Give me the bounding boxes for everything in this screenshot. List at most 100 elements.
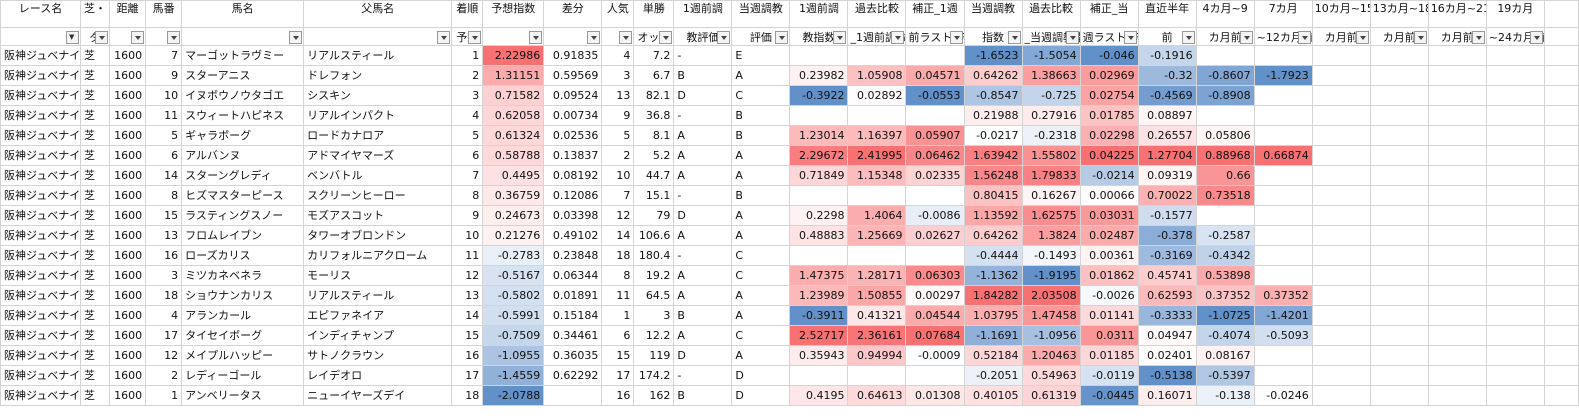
cell[interactable]: 1 [451,45,484,66]
cell[interactable]: 0.04225 [1079,145,1139,166]
filter-dropdown-icon[interactable] [775,31,789,44]
cell[interactable]: -0.4444 [963,245,1023,266]
cell[interactable]: モズアスコット [303,205,453,226]
cell[interactable]: 16 [601,385,635,406]
cell[interactable] [1427,205,1487,226]
cell[interactable] [1311,45,1371,66]
cell[interactable]: 14 [601,225,635,246]
cell[interactable]: 1.84282 [963,285,1023,306]
cell[interactable]: 0.59569 [543,65,603,86]
cell[interactable]: 12 [601,205,635,226]
cell[interactable]: 0.05907 [905,125,965,146]
cell[interactable]: A [731,225,791,246]
cell[interactable] [1311,245,1371,266]
cell[interactable] [1543,325,1579,346]
cell[interactable]: -0.3911 [789,305,849,326]
cell[interactable]: 阪神ジュベナイ [0,145,82,166]
cell[interactable]: 0.01185 [1079,345,1139,366]
cell[interactable]: 0.34461 [543,325,603,346]
cell[interactable]: サトノクラウン [303,345,453,366]
cell[interactable] [905,185,965,206]
cell[interactable]: 6.7 [633,65,675,86]
cell[interactable]: 0.45741 [1137,265,1197,286]
cell[interactable]: 1600 [109,365,147,386]
cell[interactable]: 1.47375 [789,265,849,286]
cell[interactable]: - [673,185,733,206]
cell[interactable]: -0.2051 [963,365,1023,386]
cell[interactable]: 0.41321 [847,305,907,326]
cell[interactable]: 5.2 [633,145,675,166]
cell[interactable]: -0.2783 [482,245,545,266]
cell[interactable]: 0.06462 [905,145,965,166]
cell[interactable] [1427,265,1487,286]
cell[interactable] [1543,265,1579,286]
cell[interactable]: 0.02298 [1079,125,1139,146]
cell[interactable]: 1 [145,385,183,406]
cell[interactable]: ニューイヤーズデイ [303,385,453,406]
filter-dropdown-icon[interactable] [833,31,847,44]
cell[interactable]: A [673,265,733,286]
cell[interactable]: 0.37352 [1253,285,1313,306]
cell[interactable]: 0.21988 [963,105,1023,126]
cell[interactable]: 0.48883 [789,225,849,246]
cell[interactable]: アドマイヤマーズ [303,145,453,166]
filter-dropdown-icon[interactable] [1529,31,1543,44]
cell[interactable]: ラスティングスノー [181,205,305,226]
cell[interactable] [1311,165,1371,186]
cell[interactable]: 芝 [80,45,111,66]
filter-dropdown-icon[interactable] [529,31,543,44]
cell[interactable]: 0.13837 [543,145,603,166]
cell[interactable]: -2.0788 [482,385,545,406]
filter-dropdown-icon[interactable] [717,31,731,44]
cell[interactable] [1369,245,1429,266]
cell[interactable]: B [731,185,791,206]
cell[interactable]: 2.41995 [847,145,907,166]
cell[interactable] [1427,65,1487,86]
cell[interactable] [1369,325,1429,346]
cell[interactable]: -0.7509 [482,325,545,346]
cell[interactable] [847,245,907,266]
cell[interactable]: 芝 [80,325,111,346]
cell[interactable]: 3 [601,65,635,86]
cell[interactable] [1427,385,1487,406]
cell[interactable] [1427,345,1487,366]
cell[interactable]: A [673,325,733,346]
filter-dropdown-icon[interactable] [95,31,109,44]
cell[interactable]: 17 [451,365,484,386]
filter-dropdown-icon[interactable] [289,31,303,44]
cell[interactable]: 芝 [80,345,111,366]
cell[interactable]: 0.91835 [543,45,603,66]
cell[interactable]: 0.62058 [482,105,545,126]
cell[interactable]: B [673,305,733,326]
cell[interactable]: リアルインパクト [303,105,453,126]
cell[interactable] [789,365,849,386]
cell[interactable] [1369,365,1429,386]
cell[interactable] [905,365,965,386]
cell[interactable]: 0.04544 [905,305,965,326]
cell[interactable] [1253,185,1313,206]
cell[interactable]: 0.2298 [789,205,849,226]
cell[interactable] [1543,125,1579,146]
cell[interactable] [1485,85,1545,106]
cell[interactable]: 1600 [109,385,147,406]
cell[interactable]: 0.36759 [482,185,545,206]
cell[interactable]: 0.58788 [482,145,545,166]
cell[interactable]: 0.09524 [543,85,603,106]
cell[interactable] [1427,305,1487,326]
filter-dropdown-icon[interactable] [131,31,145,44]
cell[interactable]: 1.47458 [1021,305,1081,326]
cell[interactable]: 阪神ジュベナイ [0,185,82,206]
cell[interactable]: 13 [145,225,183,246]
cell[interactable] [1543,385,1579,406]
cell[interactable]: A [731,285,791,306]
cell[interactable] [1543,205,1579,226]
cell[interactable]: -0.0553 [905,85,965,106]
cell[interactable] [905,245,965,266]
filter-dropdown-icon[interactable] [1123,31,1137,44]
cell[interactable]: 0.00734 [543,105,603,126]
filter-dropdown-icon[interactable] [468,31,482,44]
cell[interactable]: 0.4495 [482,165,545,186]
cell[interactable]: 0.71849 [789,165,849,186]
cell[interactable]: 1.62575 [1021,205,1081,226]
cell[interactable] [1543,225,1579,246]
